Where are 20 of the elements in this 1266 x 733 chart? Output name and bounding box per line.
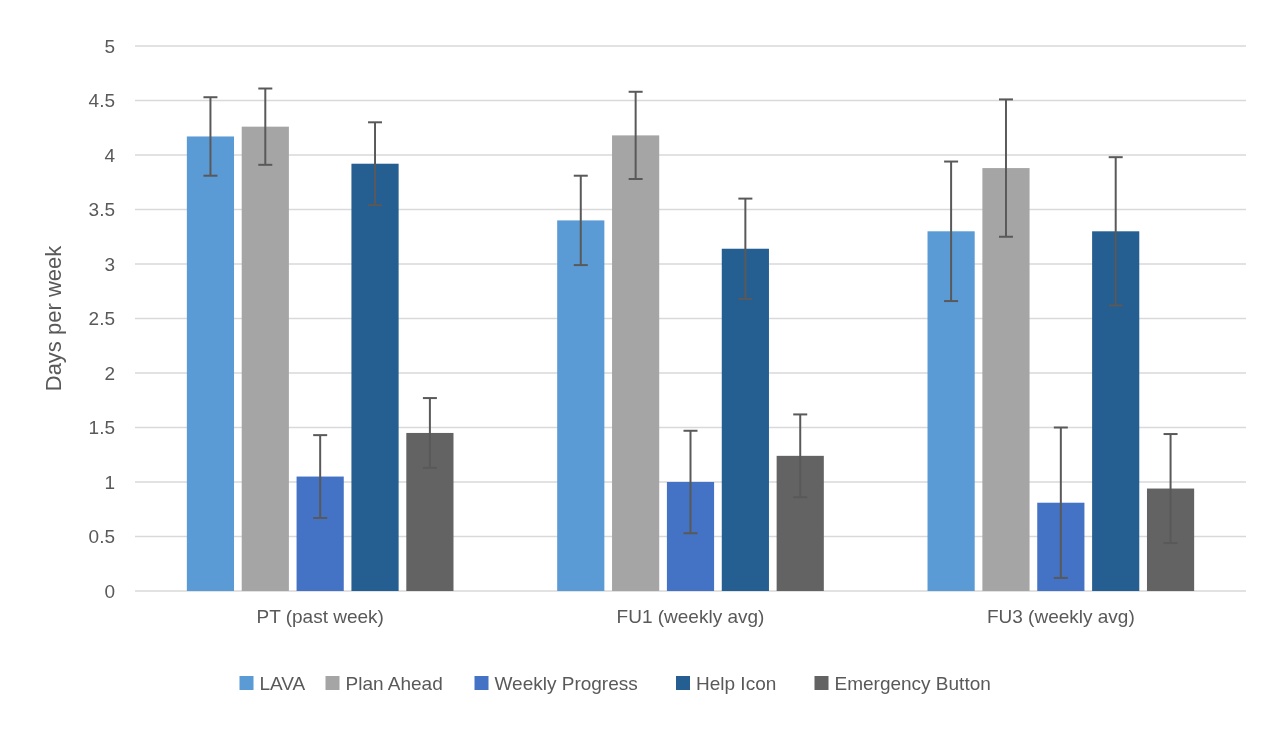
- y-tick-label: 2.5: [88, 308, 115, 329]
- y-tick-label: 1.5: [88, 417, 115, 438]
- x-tick-label: FU3 (weekly avg): [986, 605, 1135, 627]
- legend-label: LAVA: [259, 672, 306, 694]
- y-tick-label: 2: [104, 362, 115, 384]
- legend-label: Plan Ahead: [345, 672, 443, 694]
- x-tick-label: PT (past week): [256, 605, 384, 627]
- x-tick-label: FU1 (weekly avg): [616, 605, 765, 627]
- y-tick-label: 4: [104, 144, 116, 166]
- y-tick-label: 0: [104, 580, 115, 602]
- y-tick-label: 0.5: [88, 526, 115, 547]
- y-tick-label: 1: [104, 471, 115, 493]
- y-axis-title: Days per week: [40, 244, 66, 392]
- y-tick-label: 4.5: [88, 90, 115, 111]
- y-tick-label: 3: [104, 253, 115, 275]
- legend-label: Help Icon: [696, 672, 777, 694]
- legend-label: Weekly Progress: [494, 672, 638, 694]
- y-tick-label: 5: [104, 35, 115, 57]
- y-tick-label: 3.5: [88, 199, 115, 220]
- legend-label: Emergency Button: [834, 672, 991, 694]
